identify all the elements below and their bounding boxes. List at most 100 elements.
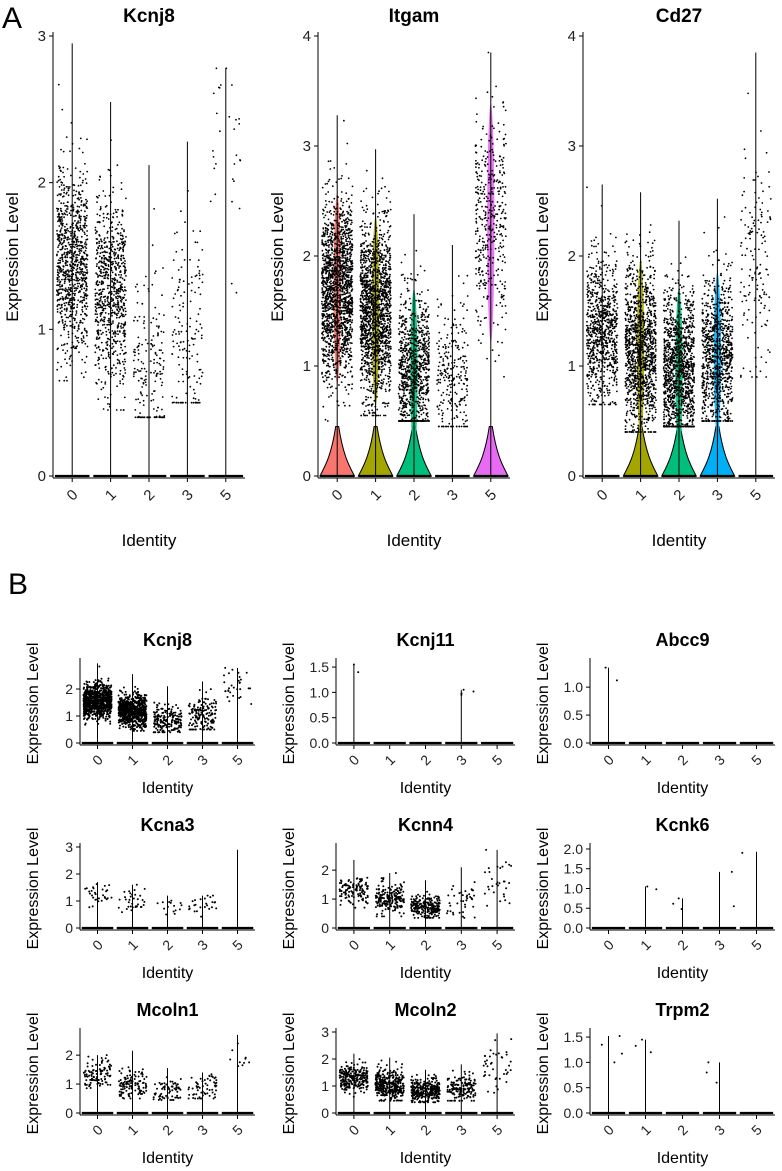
data-point [359,275,362,278]
data-point [85,243,88,246]
data-point [85,330,87,332]
data-point [162,331,165,334]
data-point [200,375,203,378]
data-point [378,303,381,306]
data-point [368,302,370,304]
data-point [361,206,364,209]
data-point [109,213,112,216]
data-point [60,334,62,337]
data-point [73,252,75,255]
data-point [84,249,87,252]
data-point [102,307,105,310]
data-point [338,244,341,247]
data-point [191,355,194,357]
data-point [361,233,364,236]
data-point [98,178,101,181]
data-point [376,257,378,259]
data-point [106,251,108,254]
data-point [96,253,98,255]
data-point [77,285,79,288]
data-point [347,276,350,279]
data-point [66,342,69,345]
data-point [57,244,60,247]
data-point [94,288,97,291]
data-point [378,292,381,294]
data-point [323,259,326,262]
data-point [58,281,61,284]
data-point [362,365,365,368]
data-point [363,283,365,286]
data-point [123,272,126,275]
data-point [82,335,85,337]
data-point [73,267,75,270]
data-point [123,229,125,231]
data-point [389,360,391,363]
data-point [66,269,69,272]
data-point [385,342,387,345]
data-point [65,295,68,298]
data-point [321,373,323,375]
data-point [123,286,126,288]
data-point [104,299,106,301]
data-point [339,331,342,333]
data-point [363,387,365,389]
data-point [362,253,365,256]
data-point [321,291,324,294]
data-point [369,317,372,320]
data-point [76,209,79,212]
data-point [85,238,88,241]
data-point [86,254,89,257]
data-point [75,190,78,193]
data-point [377,345,380,347]
data-point [96,298,99,301]
data-point [150,321,153,324]
data-point [132,375,135,378]
data-point [375,414,378,417]
data-point [385,296,387,298]
data-point [115,372,117,375]
data-point [68,294,70,297]
data-point [75,210,78,213]
data-point [345,163,348,165]
data-point [194,401,197,404]
data-point [78,206,81,208]
data-point [62,349,64,351]
data-point [72,227,75,229]
data-point [344,404,346,407]
data-point [96,382,98,385]
data-point [323,266,326,268]
data-point [324,290,326,293]
data-point [124,321,127,324]
data-point [80,261,83,264]
data-point [76,226,79,228]
data-point [143,284,146,287]
data-point [97,283,100,286]
data-point [326,230,329,232]
data-point [86,334,88,337]
data-point [342,250,345,253]
data-point [100,271,102,273]
data-point [118,316,121,319]
data-point [76,265,79,268]
data-point [342,228,345,231]
data-point [149,416,152,419]
data-point [327,239,330,242]
data-point [108,240,111,243]
data-point [380,287,382,290]
data-point [338,222,340,225]
data-point [347,232,350,235]
data-point [364,222,366,225]
data-point [334,262,336,265]
data-point [154,272,156,275]
data-point [335,342,337,345]
data-point [340,177,343,180]
data-point [136,290,139,293]
data-point [73,246,76,249]
data-point [386,211,388,214]
data-point [174,316,177,318]
data-point [338,355,340,357]
data-point [381,257,383,260]
data-point [59,261,62,264]
data-point [375,312,377,315]
data-point [112,345,115,348]
